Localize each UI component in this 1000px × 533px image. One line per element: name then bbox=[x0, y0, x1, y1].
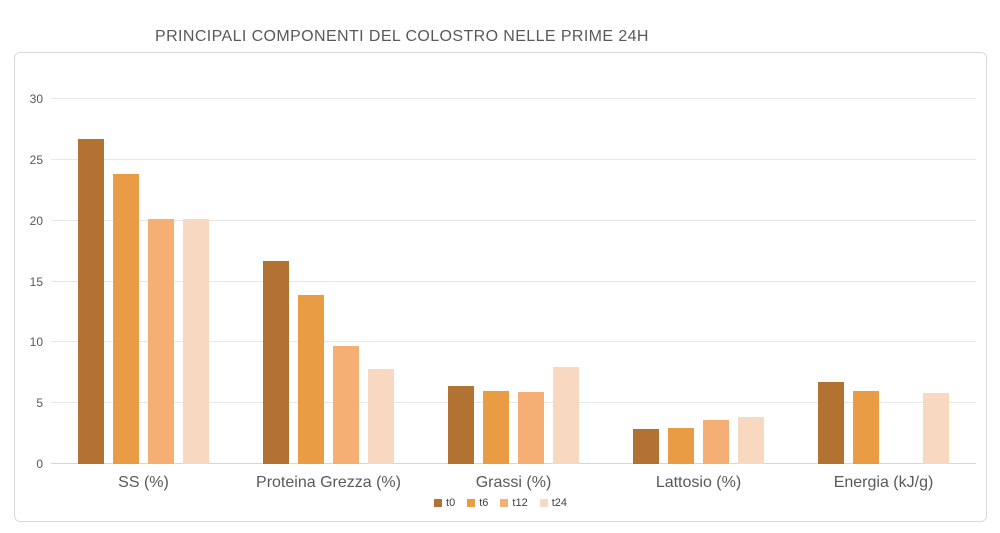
bar-group-5: Energia (kJ/g) bbox=[818, 99, 949, 491]
bar-t24-group1 bbox=[183, 219, 209, 464]
legend: t0 t6 t12 t24 bbox=[15, 497, 986, 509]
legend-item-t12: t12 bbox=[500, 497, 528, 509]
chart-frame: 0 5 10 15 20 25 30 SS (%) Proteina Grezza (%) Gr… bbox=[14, 52, 987, 522]
bar-t0-group5 bbox=[818, 382, 844, 464]
legend-swatch-t6 bbox=[467, 499, 476, 507]
bar-t6-group3 bbox=[483, 391, 509, 464]
bar-slot-t12 bbox=[888, 99, 914, 464]
gridline-y15 bbox=[51, 280, 976, 282]
legend-label-t24: t24 bbox=[551, 497, 567, 509]
gridline-y10 bbox=[51, 341, 976, 343]
bar-t0-group1 bbox=[78, 139, 104, 464]
bar-slot-t24 bbox=[368, 99, 394, 464]
bar-slot-t12 bbox=[148, 99, 174, 464]
legend-item-t6: t6 bbox=[467, 497, 488, 509]
legend-swatch-t24 bbox=[539, 499, 548, 507]
category-label-4: Lattosio (%) bbox=[655, 474, 742, 491]
category-label-5: Energia (kJ/g) bbox=[833, 474, 934, 491]
bar-slot-t6 bbox=[113, 99, 139, 464]
gridline-y20 bbox=[51, 219, 976, 221]
y-tick-label-25: 25 bbox=[29, 152, 43, 167]
bar-slot-t24 bbox=[553, 99, 579, 464]
y-tick-label-0: 0 bbox=[36, 457, 43, 471]
category-label-1: SS (%) bbox=[118, 474, 169, 491]
y-tick-label-30: 30 bbox=[29, 92, 43, 106]
plot-area: SS (%) Proteina Grezza (%) Grassi (%) Latto… bbox=[51, 98, 976, 491]
bar-slot-t24 bbox=[738, 99, 764, 464]
bar-slot-t0 bbox=[448, 99, 474, 464]
bar-slot-t24 bbox=[923, 99, 949, 464]
bar-t6-group4 bbox=[668, 427, 694, 464]
bar-t24-group3 bbox=[553, 366, 579, 464]
bar-slot-t6 bbox=[853, 99, 879, 464]
bar-slot-t6 bbox=[668, 99, 694, 464]
bar-t6-group1 bbox=[113, 174, 139, 464]
bar-t0-group2 bbox=[263, 260, 289, 464]
bar-slot-t0 bbox=[78, 99, 104, 464]
legend-item-t0: t0 bbox=[434, 497, 455, 509]
bar-slot-t0 bbox=[263, 99, 289, 464]
bar-t6-group5 bbox=[853, 391, 879, 464]
bar-group-4: Lattosio (%) bbox=[633, 99, 764, 491]
bar-slot-t24 bbox=[183, 99, 209, 464]
legend-swatch-t0 bbox=[434, 499, 443, 507]
legend-swatch-t12 bbox=[500, 499, 509, 507]
legend-label-t6: t6 bbox=[479, 497, 489, 509]
category-label-2: Proteina Grezza (%) bbox=[256, 474, 401, 491]
bar-t24-group2 bbox=[368, 369, 394, 464]
bar-slot-t0 bbox=[818, 99, 844, 464]
gridline-y30 bbox=[51, 98, 976, 99]
bar-slot-t12 bbox=[703, 99, 729, 464]
bar-t6-group2 bbox=[298, 294, 324, 464]
bar-t24-group5 bbox=[923, 393, 949, 464]
bar-group-2: Proteina Grezza (%) bbox=[256, 99, 401, 491]
legend-item-t24: t24 bbox=[539, 497, 567, 509]
gridline-y0 bbox=[51, 463, 976, 464]
bar-t0-group4 bbox=[633, 428, 659, 464]
bar-t12-group4 bbox=[703, 420, 729, 464]
gridline-y5 bbox=[51, 402, 976, 404]
bar-t12-group3 bbox=[518, 392, 544, 464]
legend-label-t12: t12 bbox=[512, 497, 528, 509]
y-tick-label-15: 15 bbox=[29, 274, 43, 289]
bar-t12-group1 bbox=[148, 219, 174, 464]
bar-t12-group2 bbox=[333, 345, 359, 464]
y-tick-label-10: 10 bbox=[29, 335, 43, 350]
y-tick-label-20: 20 bbox=[29, 213, 43, 228]
category-label-3: Grassi (%) bbox=[475, 474, 552, 491]
bar-group-3: Grassi (%) bbox=[448, 99, 579, 491]
bar-slot-t12 bbox=[333, 99, 359, 464]
bar-slot-t6 bbox=[483, 99, 509, 464]
bar-group-1: SS (%) bbox=[78, 99, 209, 491]
bar-slot-t0 bbox=[633, 99, 659, 464]
bar-t0-group3 bbox=[448, 386, 474, 464]
bar-t24-group4 bbox=[738, 416, 764, 464]
bar-slot-t12 bbox=[518, 99, 544, 464]
y-tick-label-5: 5 bbox=[36, 396, 43, 411]
gridline-y25 bbox=[51, 158, 976, 160]
bar-slot-t6 bbox=[298, 99, 324, 464]
legend-label-t0: t0 bbox=[446, 497, 456, 509]
chart-title: PRINCIPALI COMPONENTI DEL COLOSTRO NELLE… bbox=[155, 28, 649, 45]
